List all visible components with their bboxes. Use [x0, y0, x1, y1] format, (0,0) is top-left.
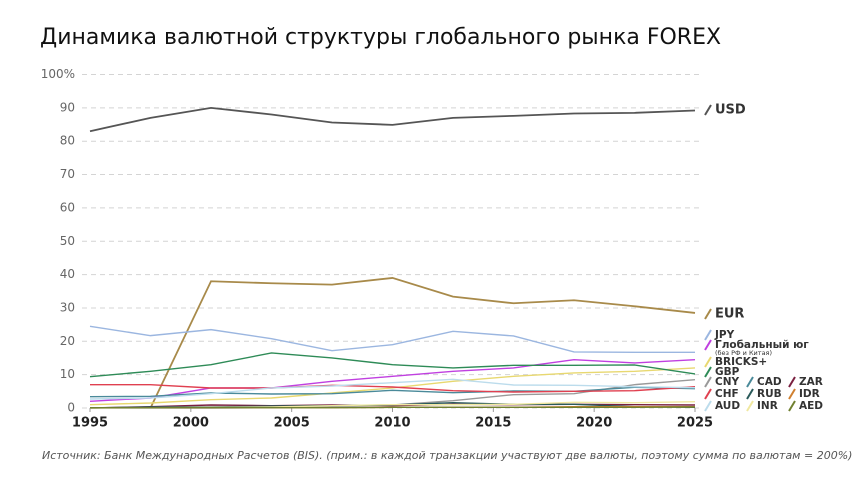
legend-swatch	[704, 339, 712, 351]
legend-label: GBP	[715, 366, 740, 378]
x-tick-label: 2025	[677, 416, 713, 431]
series-line	[89, 378, 696, 400]
series-line	[89, 352, 696, 378]
legend-label: ZAR	[799, 376, 823, 388]
series-line	[149, 277, 696, 409]
x-tick-label: 2010	[374, 416, 410, 431]
legend-swatch	[788, 388, 796, 400]
y-tick-label: 80	[60, 134, 75, 148]
legend-label: JPY	[714, 329, 735, 341]
y-tick-label: 40	[60, 267, 75, 281]
y-tick-label: 70	[60, 167, 75, 181]
x-tick-label: 2000	[173, 416, 209, 431]
legend-swatch	[704, 329, 712, 341]
legend-swatch	[704, 388, 712, 400]
legend-label: CNY	[715, 376, 739, 388]
y-tick-label: 30	[60, 300, 75, 314]
legend-note: (без РФ и Китая)	[715, 349, 772, 357]
legend-label: EUR	[715, 307, 744, 322]
legend-label: IDR	[799, 388, 820, 400]
source-note: Источник: Банк Международных Расчетов (B…	[42, 449, 852, 462]
y-tick-label: 100%	[41, 67, 75, 81]
y-tick-label: 60	[60, 200, 75, 214]
y-tick-label: 10	[60, 367, 75, 381]
series-line	[89, 358, 696, 403]
legend-swatch	[704, 356, 712, 368]
x-tick-label: 2005	[274, 416, 310, 431]
legend-swatch	[746, 388, 754, 400]
series-line	[89, 106, 696, 133]
legend-label: Глобальный юг	[715, 339, 809, 351]
legend-swatch	[704, 376, 712, 388]
x-tick-label: 2020	[576, 416, 612, 431]
y-tick-label: 50	[60, 234, 75, 248]
y-tick-label: 90	[60, 100, 75, 114]
legend-label: AED	[799, 400, 823, 412]
legend-label: BRICKS+	[715, 356, 767, 368]
series-line	[90, 383, 696, 393]
legend-swatch	[746, 400, 754, 412]
legend-swatch	[704, 308, 712, 320]
series-line	[89, 386, 696, 398]
legend-swatch	[704, 366, 712, 378]
y-tick-label: 20	[60, 334, 75, 348]
series-line	[89, 367, 696, 406]
legend-label: CAD	[757, 376, 782, 388]
legend-label: AUD	[715, 400, 740, 412]
legend-swatch	[704, 104, 712, 116]
legend-label: USD	[715, 103, 746, 118]
legend-label: CHF	[715, 388, 739, 400]
legend-swatch	[788, 376, 796, 388]
series-line	[90, 378, 696, 409]
y-tick-label: 0	[67, 401, 75, 415]
legend-swatch	[704, 400, 712, 412]
legend-swatch	[788, 400, 796, 412]
series-line	[90, 406, 696, 409]
legend-label: INR	[757, 400, 778, 412]
x-tick-label: 2015	[475, 416, 511, 431]
legend-label: RUB	[757, 388, 782, 400]
chart-title: Динамика валютной структуры глобального …	[40, 25, 721, 50]
x-tick-label: 1995	[72, 416, 108, 431]
legend-swatch	[746, 376, 754, 388]
series-line	[89, 325, 695, 354]
